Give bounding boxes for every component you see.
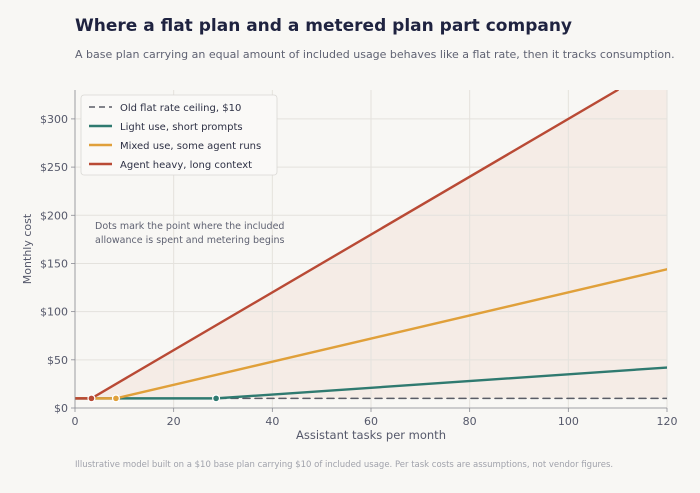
legend: Old flat rate ceiling, $10 Light use, sho…	[80, 94, 278, 176]
footnote: Illustrative model built on a $10 base p…	[75, 460, 614, 470]
annotation-line-2: allowance is spent and metering begins	[95, 235, 285, 246]
chart-title: Where a flat plan and a metered plan par…	[75, 16, 573, 36]
x-tick-label: 40	[265, 415, 279, 428]
breakpoint-dot-1	[212, 394, 221, 403]
y-tick-label: $200	[40, 209, 68, 222]
y-tick-label: $100	[40, 306, 68, 319]
y-tick-label: $50	[47, 354, 68, 367]
x-axis-label: Assistant tasks per month	[296, 428, 446, 442]
x-tick-label: 60	[364, 415, 378, 428]
breakpoint-dot-2	[111, 394, 120, 403]
y-tick-label: $150	[40, 257, 68, 270]
x-tick-label: 100	[558, 415, 579, 428]
legend-label-2: Mixed use, some agent runs	[120, 141, 261, 152]
legend-label-3: Agent heavy, long context	[120, 160, 252, 171]
x-tick-label: 80	[463, 415, 477, 428]
chart-subtitle: A base plan carrying an equal amount of …	[75, 48, 675, 61]
x-tick-label: 0	[72, 415, 79, 428]
y-tick-label: $300	[40, 113, 68, 126]
y-tick-label: $250	[40, 161, 68, 174]
y-axis-label: Monthly cost	[21, 213, 34, 284]
legend-box	[80, 94, 278, 176]
x-tick-label: 120	[657, 415, 678, 428]
legend-label-0: Old flat rate ceiling, $10	[120, 103, 241, 114]
annotation-line-1: Dots mark the point where the included	[95, 221, 284, 232]
breakpoint-dot-3	[87, 394, 96, 403]
x-tick-label: 20	[167, 415, 181, 428]
legend-label-1: Light use, short prompts	[120, 122, 243, 133]
y-tick-label: $0	[54, 402, 68, 415]
chart-annotation: Dots mark the point where the included a…	[95, 221, 287, 246]
